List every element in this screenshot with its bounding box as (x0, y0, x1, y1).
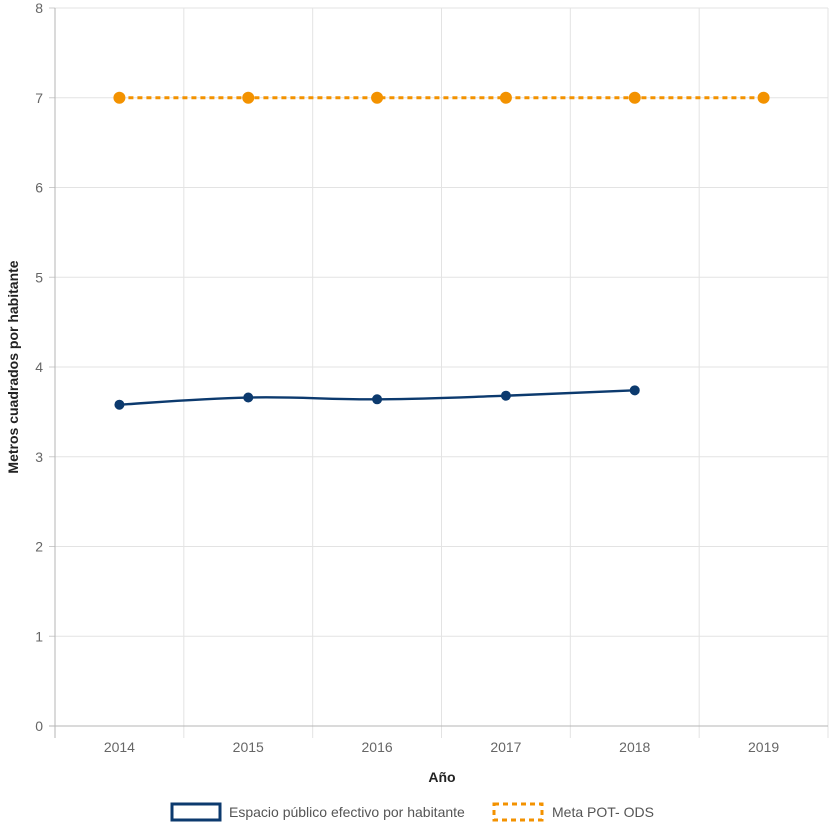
x-axis-title: Año (428, 769, 455, 785)
y-tick-label: 5 (35, 269, 43, 285)
x-tick-labels: 2014 2015 2016 2017 2018 2019 (104, 739, 780, 755)
y-tick-labels: 0 1 2 3 4 5 6 7 8 (35, 0, 43, 734)
y-axis-title: Metros cuadrados por habitante (5, 260, 21, 473)
data-point (113, 91, 126, 104)
legend-swatch (170, 802, 222, 822)
series-group (113, 91, 770, 410)
legend-item-label: Meta POT- ODS (552, 804, 654, 820)
data-point (499, 91, 512, 104)
data-point (372, 394, 383, 405)
y-tick-label: 0 (35, 718, 43, 734)
data-point (629, 385, 640, 396)
legend-item-label: Espacio público efectivo por habitante (229, 804, 465, 820)
data-point (114, 399, 125, 410)
data-point (371, 91, 384, 104)
legend-swatch (492, 802, 544, 822)
x-tick-label: 2016 (362, 739, 393, 755)
data-point (242, 91, 255, 104)
x-tick-label: 2017 (490, 739, 521, 755)
x-tick-label: 2014 (104, 739, 135, 755)
legend[interactable]: Espacio público efectivo por habitante Me… (170, 802, 654, 822)
x-tick-label: 2015 (233, 739, 264, 755)
x-tick-label: 2018 (619, 739, 650, 755)
y-tick-label: 8 (35, 0, 43, 16)
data-point (628, 91, 641, 104)
grid-lines (49, 7, 829, 738)
data-point (757, 91, 770, 104)
data-point (243, 392, 254, 403)
y-tick-label: 1 (35, 628, 43, 644)
y-tick-label: 7 (35, 90, 43, 106)
x-tick-label: 2019 (748, 739, 779, 755)
data-point (500, 390, 511, 401)
y-tick-label: 3 (35, 449, 43, 465)
y-tick-label: 2 (35, 539, 43, 555)
y-tick-label: 6 (35, 180, 43, 196)
y-tick-label: 4 (35, 359, 43, 375)
